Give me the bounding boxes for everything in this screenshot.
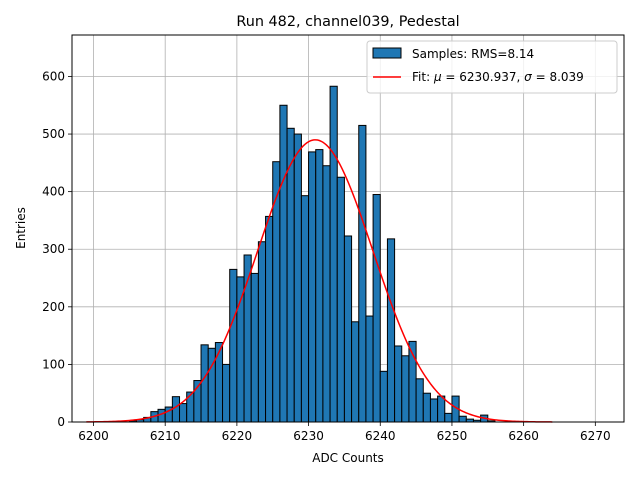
histogram-bar [379,370,388,423]
histogram-bar [429,398,439,423]
histogram-bar [358,124,367,423]
y-tick-label: 300 [42,242,65,256]
legend-swatch-samples [372,47,402,59]
histogram-bar [300,195,310,423]
histogram-bar [394,345,403,423]
y-tick-label: 0 [57,415,65,429]
histogram-bar [386,238,396,423]
histogram-bar [171,396,181,423]
histogram-bar [308,151,317,423]
histogram-bar [157,408,166,423]
histogram-bar [415,378,424,423]
histogram-bar [279,104,288,423]
histogram-bar [336,176,345,423]
y-tick-label: 200 [42,300,65,314]
y-tick-label: 400 [42,185,65,199]
histogram-bar [351,321,360,423]
histogram-bar [200,344,209,423]
chart-title: Run 482, channel039, Pedestal [236,14,459,30]
x-axis-label: ADC Counts [312,451,384,465]
x-tick-label: 6270 [580,429,611,443]
histogram-bar [329,85,338,423]
histogram-bar [265,215,274,423]
histogram-bar [372,194,381,423]
legend-frame [366,40,618,94]
histogram-bar [401,355,410,423]
x-tick-label: 6220 [222,429,253,443]
histogram-bar [322,165,331,423]
histogram-bar [229,268,238,423]
histogram-bar [179,403,188,423]
histogram-bar [437,395,446,423]
legend: Samples: RMS=8.14 Fit: μ = 6230.937, σ =… [366,40,618,94]
x-tick-label: 6230 [293,429,324,443]
y-tick-label: 500 [42,127,65,141]
histogram-bar [207,347,216,423]
x-tick-label: 6240 [365,429,396,443]
y-tick-label: 100 [42,357,65,371]
histogram-bar [222,363,231,423]
histogram-bar [214,342,224,423]
legend-label-fit: Fit: μ = 6230.937, σ = 8.039 [412,70,584,84]
histogram-bar [444,412,453,423]
y-axis-label: Entries [14,207,28,249]
histogram-bar [257,241,267,423]
legend-label-samples: Samples: RMS=8.14 [412,47,534,61]
histogram-bar [343,235,353,423]
gaussian-fit-line [86,139,553,423]
y-axis-ticks: 0 100 200 300 400 500 600 [42,69,72,429]
histogram-bar [315,149,324,423]
histogram-bar [293,133,302,423]
x-tick-label: 6260 [508,429,539,443]
x-tick-label: 6210 [150,429,181,443]
plot-frame [71,34,625,423]
x-tick-label: 6250 [437,429,468,443]
histogram-bars [128,85,496,423]
histogram-bar [250,272,259,423]
histogram-bar [422,392,431,423]
histogram-bar [286,127,295,423]
histogram-bar [186,391,195,423]
x-tick-label: 6200 [78,429,109,443]
y-tick-label: 600 [42,69,65,83]
histogram-bar [272,161,281,423]
histogram-bar [458,415,467,423]
x-axis-ticks: 6200 6210 6220 6230 6240 6250 6260 6270 [78,422,611,443]
histogram-bar [365,315,374,423]
